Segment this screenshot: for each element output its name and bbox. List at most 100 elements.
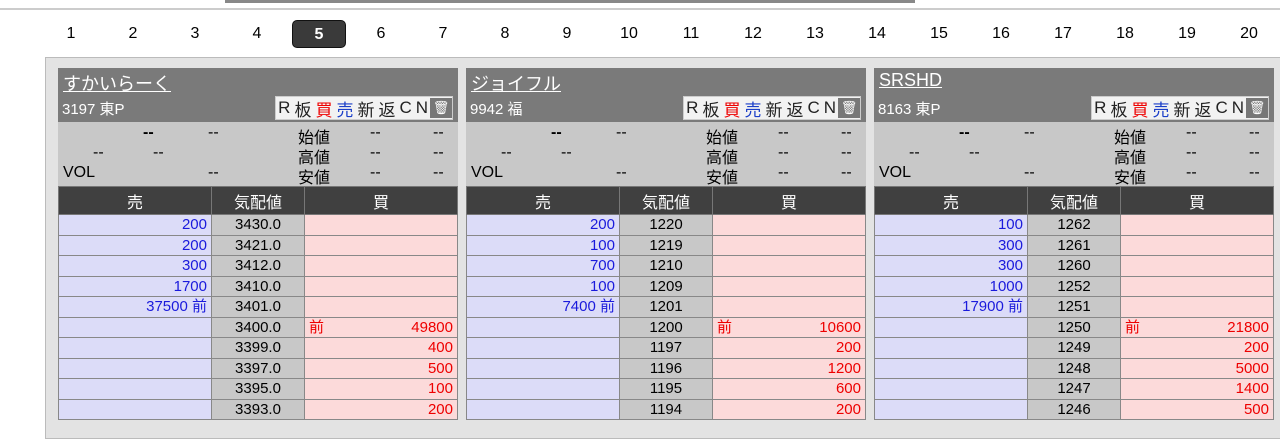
- trash-icon[interactable]: 🗑: [1246, 98, 1268, 118]
- buy-button[interactable]: 買: [315, 100, 333, 120]
- buy-cell[interactable]: [712, 296, 866, 318]
- sell-qty[interactable]: 37500 前: [58, 296, 212, 318]
- page-tab-15[interactable]: 15: [930, 25, 948, 42]
- price[interactable]: 1247: [1027, 378, 1121, 400]
- price[interactable]: 1209: [619, 275, 713, 297]
- buy-cell[interactable]: 前 21800: [1120, 316, 1274, 338]
- sell-qty[interactable]: 1700: [58, 275, 212, 297]
- price[interactable]: 3401.0: [211, 296, 305, 318]
- sell-qty[interactable]: [58, 378, 212, 400]
- sell-button[interactable]: 売: [336, 100, 354, 120]
- sell-qty[interactable]: 1000: [874, 275, 1028, 297]
- buy-cell[interactable]: 前 49800: [304, 316, 458, 338]
- n-button[interactable]: N: [415, 98, 428, 117]
- buy-cell[interactable]: 100: [304, 378, 458, 400]
- buy-cell[interactable]: 200: [1120, 337, 1274, 359]
- buy-cell[interactable]: 600: [712, 378, 866, 400]
- price[interactable]: 1250: [1027, 316, 1121, 338]
- price[interactable]: 1197: [619, 337, 713, 359]
- price[interactable]: 1220: [619, 214, 713, 236]
- buy-cell[interactable]: 5000: [1120, 357, 1274, 379]
- new-order-button[interactable]: 新: [357, 100, 375, 120]
- sell-qty[interactable]: [874, 378, 1028, 400]
- sell-button[interactable]: 売: [744, 100, 762, 120]
- sell-qty[interactable]: 100: [466, 234, 620, 256]
- page-tab-5[interactable]: 5: [292, 20, 346, 48]
- buy-cell[interactable]: [304, 296, 458, 318]
- page-tab-4[interactable]: 4: [252, 25, 262, 42]
- price[interactable]: 3399.0: [211, 337, 305, 359]
- price[interactable]: 1251: [1027, 296, 1121, 318]
- page-tab-12[interactable]: 12: [744, 25, 762, 42]
- stock-name-link[interactable]: ジョイフル: [471, 74, 561, 94]
- buy-cell[interactable]: [712, 275, 866, 297]
- buy-cell[interactable]: 200: [304, 398, 458, 420]
- price[interactable]: 1246: [1027, 398, 1121, 420]
- sell-qty[interactable]: [58, 357, 212, 379]
- buy-cell[interactable]: [304, 255, 458, 277]
- buy-cell[interactable]: 前 10600: [712, 316, 866, 338]
- sell-qty[interactable]: 100: [466, 275, 620, 297]
- buy-cell[interactable]: 1400: [1120, 378, 1274, 400]
- page-tab-10[interactable]: 10: [620, 25, 638, 42]
- buy-button[interactable]: 買: [723, 100, 741, 120]
- page-tab-3[interactable]: 3: [190, 25, 200, 42]
- sell-qty[interactable]: [874, 398, 1028, 420]
- sell-qty[interactable]: 300: [874, 255, 1028, 277]
- buy-cell[interactable]: 500: [1120, 398, 1274, 420]
- sell-qty[interactable]: [466, 316, 620, 338]
- buy-cell[interactable]: [1120, 234, 1274, 256]
- buy-cell[interactable]: [712, 234, 866, 256]
- price[interactable]: 1260: [1027, 255, 1121, 277]
- sell-button[interactable]: 売: [1152, 100, 1170, 120]
- page-tab-6[interactable]: 6: [376, 25, 386, 42]
- sell-qty[interactable]: [466, 357, 620, 379]
- page-tab-9[interactable]: 9: [562, 25, 572, 42]
- price[interactable]: 1252: [1027, 275, 1121, 297]
- price[interactable]: 1195: [619, 378, 713, 400]
- price[interactable]: 1194: [619, 398, 713, 420]
- page-tab-13[interactable]: 13: [806, 25, 824, 42]
- price[interactable]: 3395.0: [211, 378, 305, 400]
- stock-name-link[interactable]: すかいらーく: [63, 74, 171, 94]
- n-button[interactable]: N: [823, 98, 836, 117]
- page-tab-8[interactable]: 8: [500, 25, 510, 42]
- sell-qty[interactable]: [874, 357, 1028, 379]
- buy-cell[interactable]: [1120, 296, 1274, 318]
- sell-qty[interactable]: [466, 337, 620, 359]
- price[interactable]: 1261: [1027, 234, 1121, 256]
- refresh-button[interactable]: R: [278, 98, 291, 117]
- stock-name-link[interactable]: SRSHD: [879, 70, 943, 90]
- sell-qty[interactable]: 700: [466, 255, 620, 277]
- sell-qty[interactable]: [874, 316, 1028, 338]
- new-order-button[interactable]: 新: [1173, 100, 1191, 120]
- page-tab-16[interactable]: 16: [992, 25, 1010, 42]
- sell-qty[interactable]: [58, 316, 212, 338]
- buy-cell[interactable]: 200: [712, 398, 866, 420]
- price[interactable]: 1249: [1027, 337, 1121, 359]
- sell-qty[interactable]: 17900 前: [874, 296, 1028, 318]
- page-tab-20[interactable]: 20: [1240, 25, 1258, 42]
- sell-qty[interactable]: 300: [58, 255, 212, 277]
- price[interactable]: 3430.0: [211, 214, 305, 236]
- price[interactable]: 3421.0: [211, 234, 305, 256]
- price[interactable]: 1248: [1027, 357, 1121, 379]
- buy-cell[interactable]: [712, 214, 866, 236]
- price[interactable]: 1200: [619, 316, 713, 338]
- buy-cell[interactable]: [1120, 275, 1274, 297]
- refresh-button[interactable]: R: [1094, 98, 1107, 117]
- price[interactable]: 1219: [619, 234, 713, 256]
- price[interactable]: 1210: [619, 255, 713, 277]
- close-position-button[interactable]: 返: [378, 100, 396, 120]
- page-tab-19[interactable]: 19: [1178, 25, 1196, 42]
- buy-cell[interactable]: [304, 275, 458, 297]
- scroll-indicator[interactable]: [225, 0, 915, 3]
- page-tab-14[interactable]: 14: [868, 25, 886, 42]
- buy-cell[interactable]: [304, 214, 458, 236]
- page-tab-2[interactable]: 2: [128, 25, 138, 42]
- price[interactable]: 3397.0: [211, 357, 305, 379]
- board-button[interactable]: 板: [1110, 100, 1128, 120]
- board-button[interactable]: 板: [702, 100, 720, 120]
- price[interactable]: 3410.0: [211, 275, 305, 297]
- buy-cell[interactable]: [712, 255, 866, 277]
